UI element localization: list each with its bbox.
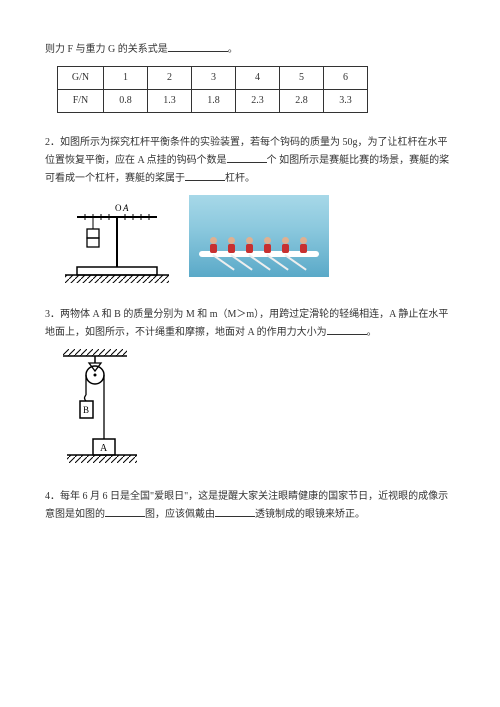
- label-A2: A: [100, 443, 108, 454]
- q3-blank[interactable]: [327, 323, 367, 335]
- rower: [299, 237, 308, 253]
- q4-blank-2[interactable]: [215, 505, 255, 517]
- question-4: 4．每年 6 月 6 日是全国"爱眼日"，这是提醒大家关注眼睛健康的国家节日，近…: [45, 489, 455, 523]
- rower: [281, 237, 290, 253]
- q3-text: 3．两物体 A 和 B 的质量分别为 M 和 m（M＞m），用跨过定滑轮的轻绳相…: [45, 307, 455, 341]
- q1-suffix: 。: [228, 44, 238, 55]
- table-cell: G/N: [58, 67, 104, 90]
- q3-figure: B A: [57, 349, 455, 469]
- rower: [209, 237, 218, 253]
- rower: [263, 237, 272, 253]
- q3-text-b: 。: [367, 327, 377, 338]
- rower: [245, 237, 254, 253]
- q2-figures: O A: [57, 195, 455, 287]
- table-cell: 1.8: [192, 90, 236, 113]
- table-cell: 1.3: [148, 90, 192, 113]
- q3-num: 3．: [45, 309, 60, 320]
- lever-diagram: O A: [57, 195, 177, 287]
- table-cell: 5: [280, 67, 324, 90]
- question-3: 3．两物体 A 和 B 的质量分别为 M 和 m（M＞m），用跨过定滑轮的轻绳相…: [45, 307, 455, 469]
- label-A: A: [122, 203, 129, 213]
- table-cell: 4: [236, 67, 280, 90]
- question-1: 则力 F 与重力 G 的关系式是 。 G/N 1 2 3 4 5 6 F/N 0.…: [45, 40, 455, 113]
- q4-text-c: 透镜制成的眼镜来矫正。: [255, 509, 365, 520]
- q4-text-b: 图，应该佩戴由: [145, 509, 215, 520]
- table-cell: 0.8: [104, 90, 148, 113]
- table-cell: 3: [192, 67, 236, 90]
- table-cell: 2.8: [280, 90, 324, 113]
- rower: [227, 237, 236, 253]
- table-cell: 1: [104, 67, 148, 90]
- pulley-diagram: B A: [57, 349, 147, 469]
- q1-blank[interactable]: [168, 40, 228, 52]
- q4-text: 4．每年 6 月 6 日是全国"爱眼日"，这是提醒大家关注眼睛健康的国家节日，近…: [45, 489, 455, 523]
- q4-blank-1[interactable]: [105, 505, 145, 517]
- q2-blank-1[interactable]: [227, 151, 267, 163]
- rowing-photo: [189, 195, 329, 277]
- label-O: O: [115, 203, 122, 213]
- q2-text: 2．如图所示为探究杠杆平衡条件的实验装置，若每个钩码的质量为 50g，为了让杠杆…: [45, 135, 455, 187]
- q2-text-c: 杠杆。: [225, 173, 255, 184]
- q1-prefix: 则力 F 与重力 G 的关系式是: [45, 44, 168, 55]
- q4-num: 4．: [45, 491, 60, 502]
- table-cell: 2: [148, 67, 192, 90]
- q1-text: 则力 F 与重力 G 的关系式是 。: [45, 40, 455, 58]
- label-B: B: [83, 405, 89, 415]
- table-row: F/N 0.8 1.3 1.8 2.3 2.8 3.3: [58, 90, 368, 113]
- table-row: G/N 1 2 3 4 5 6: [58, 67, 368, 90]
- q2-blank-2[interactable]: [185, 169, 225, 181]
- q1-table: G/N 1 2 3 4 5 6 F/N 0.8 1.3 1.8 2.3 2.8 …: [57, 66, 368, 113]
- table-cell: 2.3: [236, 90, 280, 113]
- table-cell: 6: [324, 67, 368, 90]
- question-2: 2．如图所示为探究杠杆平衡条件的实验装置，若每个钩码的质量为 50g，为了让杠杆…: [45, 135, 455, 287]
- q3-text-a: 两物体 A 和 B 的质量分别为 M 和 m（M＞m），用跨过定滑轮的轻绳相连，…: [45, 309, 448, 338]
- q2-num: 2．: [45, 137, 60, 148]
- table-cell: 3.3: [324, 90, 368, 113]
- table-cell: F/N: [58, 90, 104, 113]
